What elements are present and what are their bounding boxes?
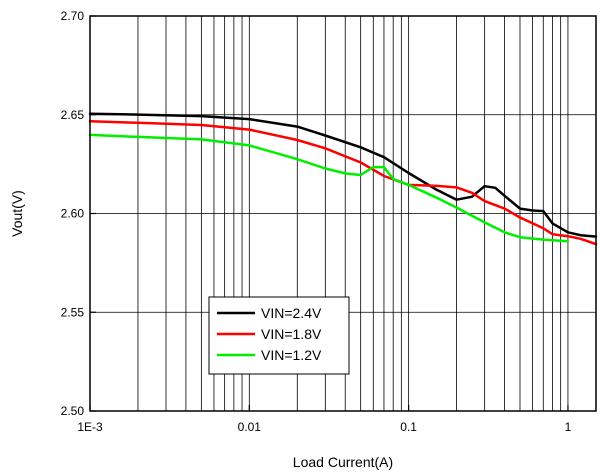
x-tick-label: 1 bbox=[565, 420, 572, 434]
series-lines bbox=[88, 112, 598, 246]
y-axis-label: Vout(V) bbox=[9, 190, 25, 237]
y-tick-label: 2.50 bbox=[61, 404, 85, 418]
legend-label: VIN=2.4V bbox=[261, 305, 322, 321]
series-line-2 bbox=[88, 120, 598, 246]
axis-ticks: 1E-3 0.01 0.1 1 2.50 2.55 2.60 2.65 2.70 bbox=[61, 9, 572, 434]
x-axis-label: Load Current(A) bbox=[293, 454, 393, 470]
x-tick-label: 1E-3 bbox=[77, 420, 103, 434]
y-tick-label: 2.60 bbox=[61, 207, 85, 221]
y-tick-label: 2.65 bbox=[61, 108, 85, 122]
legend-box bbox=[208, 296, 350, 375]
legend-label: VIN=1.2V bbox=[261, 347, 322, 363]
series-line-3 bbox=[88, 133, 570, 243]
y-tick-label: 2.55 bbox=[61, 305, 85, 319]
legend: VIN=2.4V VIN=1.8V VIN=1.2V bbox=[208, 296, 350, 375]
x-tick-label: 0.01 bbox=[238, 420, 262, 434]
y-tick-label: 2.70 bbox=[61, 9, 85, 23]
x-tick-label: 0.1 bbox=[400, 420, 417, 434]
legend-label: VIN=1.8V bbox=[261, 326, 322, 342]
series-line-1 bbox=[88, 112, 598, 238]
